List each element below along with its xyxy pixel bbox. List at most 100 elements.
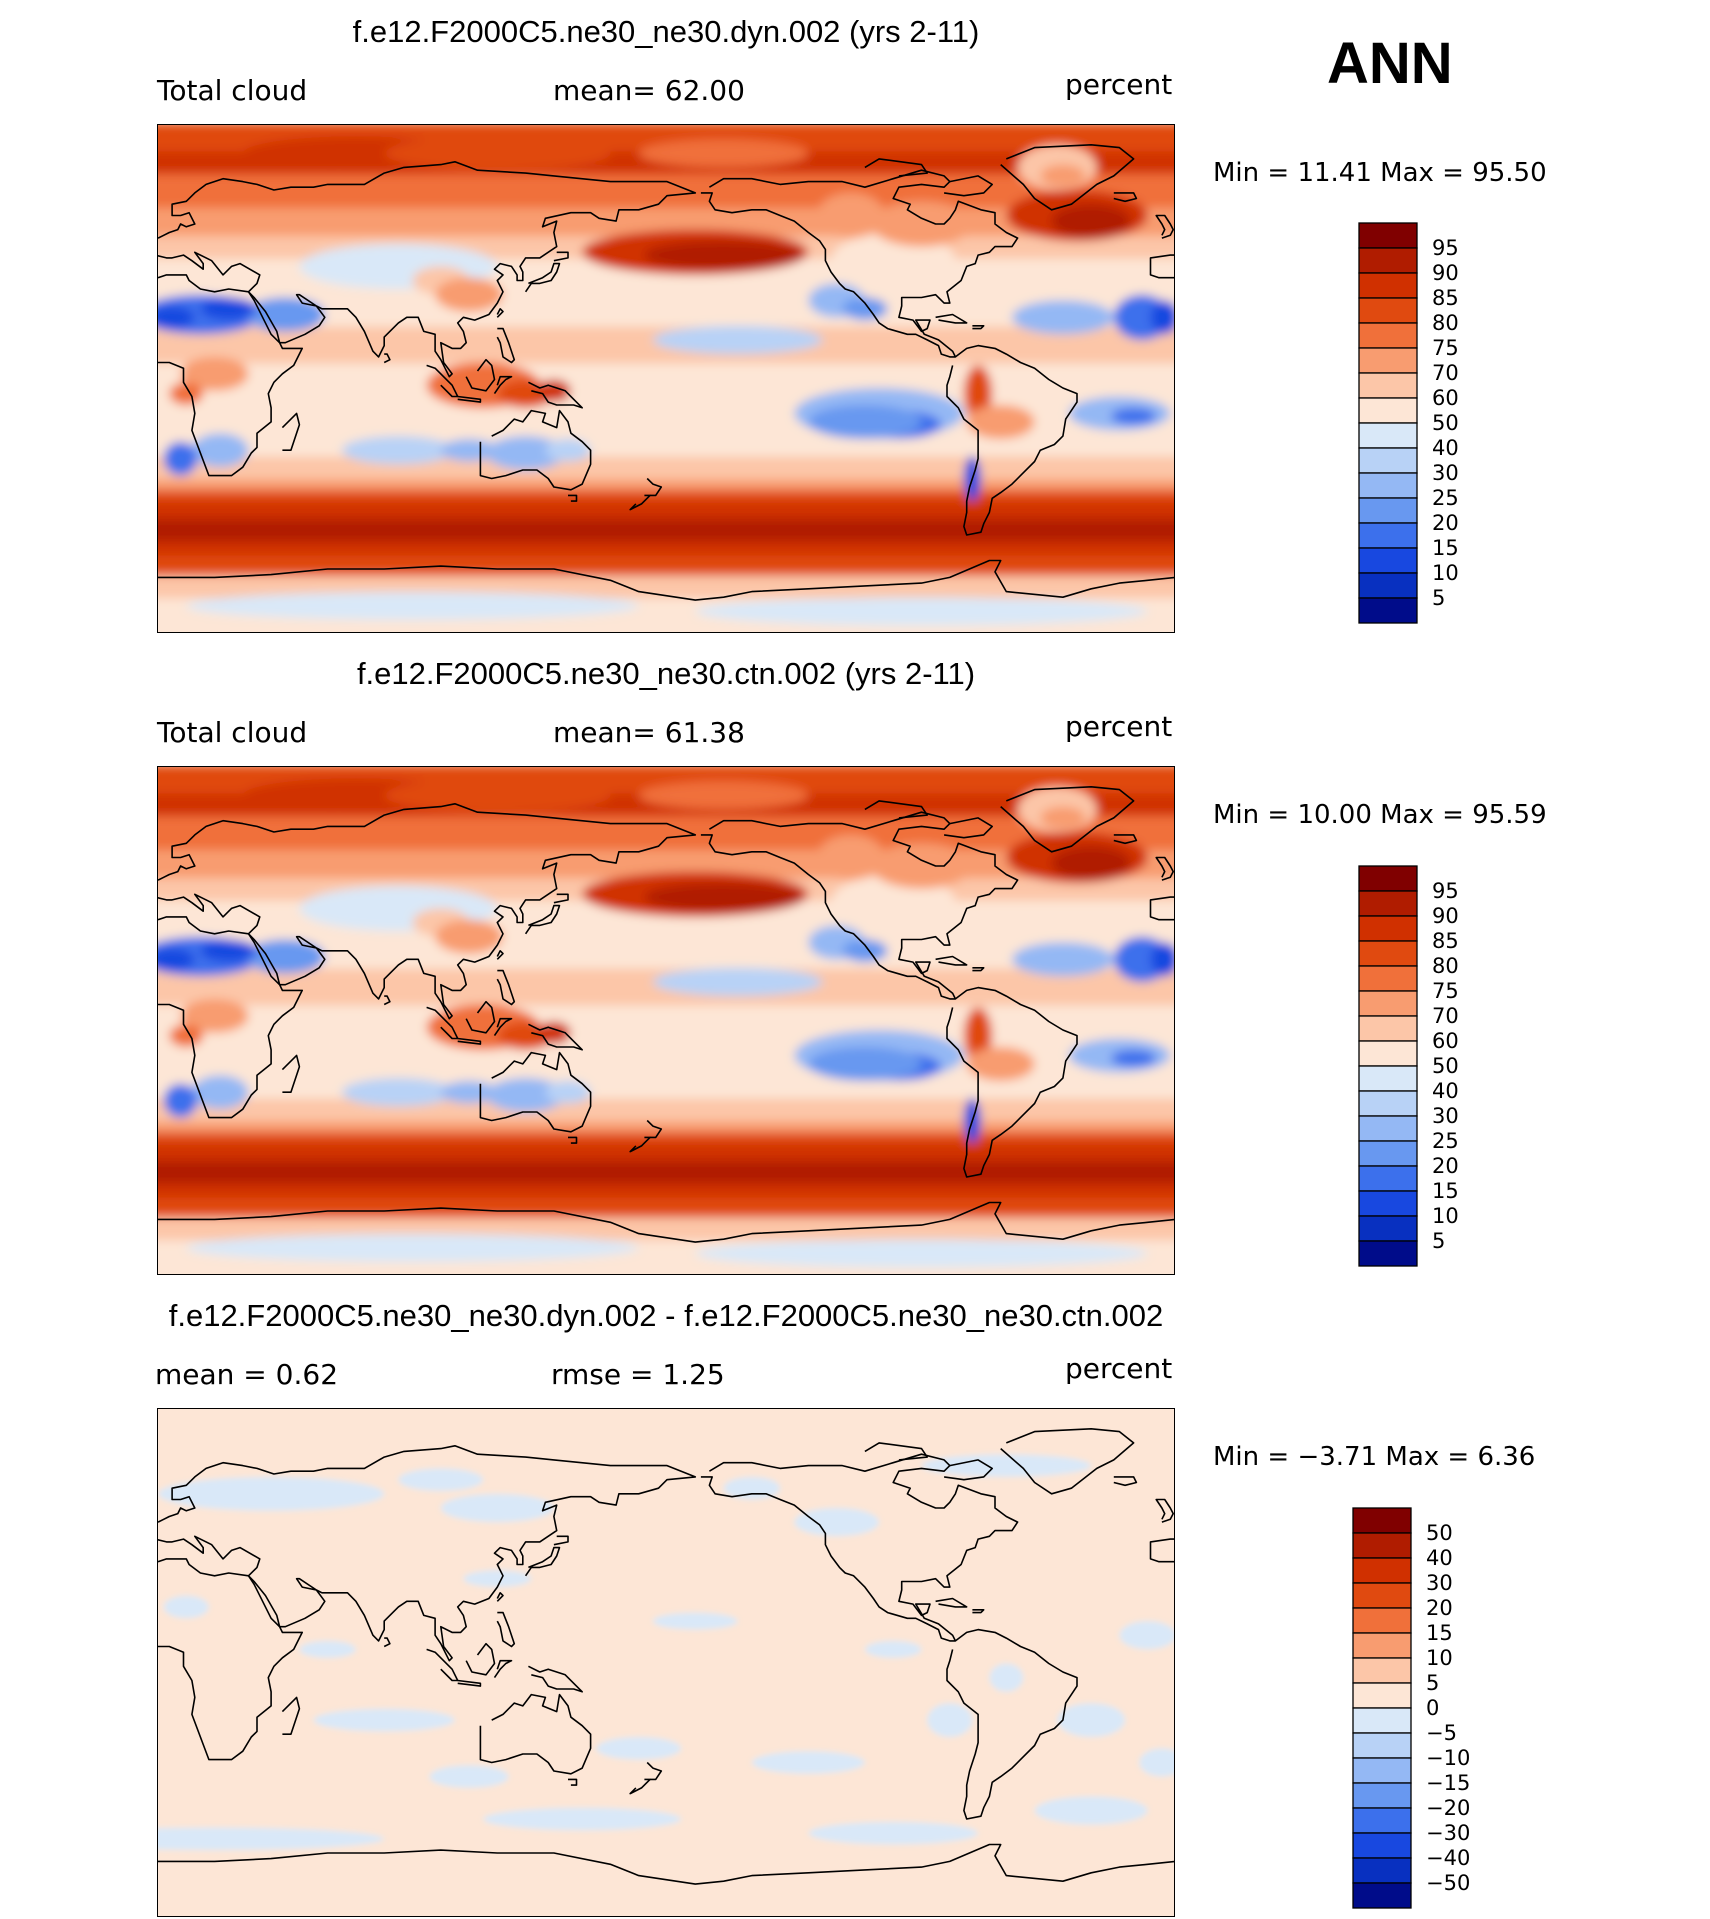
panel3-rmse-label: rmse = 1.25	[551, 1358, 725, 1391]
panel1-mean-label: mean= 62.00	[553, 74, 745, 107]
colorbar-swatch	[1352, 1557, 1412, 1584]
colorbar-tick-label: 10	[1432, 1204, 1459, 1228]
colorbar-tick-label: 80	[1432, 311, 1459, 335]
coastlines	[158, 785, 1174, 1243]
colorbar-swatch	[1352, 1532, 1412, 1559]
colorbar-swatch	[1358, 447, 1418, 474]
panel3-colorbar: 50 40 30 20 15 10 5 0 −5 −10 −15 −20 −30 −40 −50	[1352, 1507, 1470, 1914]
colorbar-tick-label: 50	[1432, 1054, 1459, 1078]
colorbar-swatch	[1358, 472, 1418, 499]
colorbar-swatch	[1358, 522, 1418, 549]
colorbar-tick-label: 5	[1432, 586, 1446, 610]
colorbar-swatch	[1358, 397, 1418, 424]
colorbar-swatch	[1358, 372, 1418, 399]
colorbar-swatches	[1358, 222, 1418, 624]
colorbar-swatch	[1352, 1507, 1412, 1534]
panel1-variable-label: Total cloud	[157, 74, 308, 107]
panel1-colorbar: 95 90 85 80 75 70 60 50 40 30 25 20 15 10 5	[1358, 222, 1459, 629]
colorbar-swatch	[1358, 1065, 1418, 1092]
colorbar-swatch	[1352, 1882, 1412, 1909]
panel3-title: f.e12.F2000C5.ne30_ne30.dyn.002 - f.e12.…	[168, 1298, 1164, 1333]
colorbar-tick-label: −50	[1426, 1871, 1471, 1895]
colorbar-swatch	[1358, 597, 1418, 624]
colorbar-tick-label: −40	[1426, 1846, 1471, 1870]
colorbar-tick-label: 75	[1432, 979, 1459, 1003]
coastlines	[158, 143, 1174, 601]
colorbar-swatch	[1352, 1857, 1412, 1884]
colorbar-tick-label: 40	[1426, 1546, 1453, 1570]
colorbar-tick-label: 20	[1426, 1596, 1453, 1620]
colorbar-tick-label: 25	[1432, 1129, 1459, 1153]
colorbar-swatch	[1358, 422, 1418, 449]
colorbar-swatch	[1358, 1240, 1418, 1267]
colorbar-tick-label: 15	[1432, 1179, 1459, 1203]
colorbar-tick-label: 60	[1432, 1029, 1459, 1053]
colorbar-swatch	[1358, 865, 1418, 892]
season-label: ANN	[1327, 31, 1453, 96]
colorbar-tick-label: 80	[1432, 954, 1459, 978]
colorbar-swatch	[1358, 297, 1418, 324]
panel3-mean-label: mean = 0.62	[155, 1358, 339, 1391]
colorbar-tick-label: 40	[1432, 1079, 1459, 1103]
colorbar-tick-label: −15	[1426, 1771, 1471, 1795]
panel2-title: f.e12.F2000C5.ne30_ne30.ctn.002 (yrs 2-1…	[356, 656, 976, 691]
colorbar-swatch	[1358, 990, 1418, 1017]
colorbar-tick-label: 5	[1432, 1229, 1446, 1253]
colorbar-tick-label: 40	[1432, 436, 1459, 460]
contour-field	[158, 767, 1174, 1274]
colorbar-tick-label: 30	[1432, 1104, 1459, 1128]
panel2-minmax: Min = 10.00 Max = 95.59	[1213, 800, 1547, 830]
colorbar-swatches	[1352, 1507, 1412, 1909]
map-canvas	[158, 125, 1174, 632]
panel2-colorbar: 95 90 85 80 75 70 60 50 40 30 25 20 15 10 5	[1358, 865, 1459, 1272]
colorbar-swatch	[1358, 572, 1418, 599]
colorbar-tick-label: 50	[1426, 1521, 1453, 1545]
colorbar-swatch	[1358, 247, 1418, 274]
colorbar-tick-label: 95	[1432, 236, 1459, 260]
colorbar-tick-label: −5	[1426, 1721, 1457, 1745]
colorbar-swatch	[1352, 1682, 1412, 1709]
colorbar-tick-label: 75	[1432, 336, 1459, 360]
colorbar-tick-label: 85	[1432, 286, 1459, 310]
colorbar-swatch	[1358, 547, 1418, 574]
contour-field	[158, 125, 1174, 632]
colorbar-tick-label: −30	[1426, 1821, 1471, 1845]
colorbar-swatch	[1352, 1632, 1412, 1659]
colorbar-swatch	[1358, 1115, 1418, 1142]
panel1-minmax: Min = 11.41 Max = 95.50	[1213, 158, 1547, 188]
colorbar-tick-label: 95	[1432, 879, 1459, 903]
panel2-mean-label: mean= 61.38	[553, 716, 745, 749]
panel1-map	[157, 124, 1175, 633]
colorbar-swatch	[1358, 272, 1418, 299]
colorbar-tick-label: −20	[1426, 1796, 1471, 1820]
panel3-minmax: Min = −3.71 Max = 6.36	[1213, 1442, 1536, 1472]
colorbar-tick-label: 70	[1432, 361, 1459, 385]
colorbar-tick-label: 15	[1432, 536, 1459, 560]
colorbar-tick-label: 70	[1432, 1004, 1459, 1028]
colorbar-swatch	[1352, 1582, 1412, 1609]
colorbar-tick-label: 85	[1432, 929, 1459, 953]
colorbar-swatch	[1358, 890, 1418, 917]
colorbar-swatch	[1358, 1165, 1418, 1192]
colorbar-swatch	[1352, 1757, 1412, 1784]
colorbar-swatch	[1358, 1015, 1418, 1042]
colorbar-tick-label: 30	[1426, 1571, 1453, 1595]
colorbar-tick-label: 90	[1432, 904, 1459, 928]
colorbar-swatch	[1358, 497, 1418, 524]
colorbar-tick-label: 30	[1432, 461, 1459, 485]
colorbar-tick-label: 15	[1426, 1621, 1453, 1645]
colorbar-swatch	[1352, 1607, 1412, 1634]
colorbar-swatch	[1358, 1040, 1418, 1067]
coastlines	[158, 1427, 1174, 1885]
panel2-variable-label: Total cloud	[157, 716, 308, 749]
colorbar-swatch	[1358, 1090, 1418, 1117]
colorbar-swatch	[1358, 940, 1418, 967]
colorbar-swatch	[1358, 915, 1418, 942]
colorbar-tick-label: 10	[1426, 1646, 1453, 1670]
colorbar-swatch	[1358, 322, 1418, 349]
panel1-units-label: percent	[1065, 68, 1173, 101]
colorbar-tick-label: 50	[1432, 411, 1459, 435]
colorbar-swatch	[1352, 1657, 1412, 1684]
colorbar-tick-label: 10	[1432, 561, 1459, 585]
colorbar-tick-label: −10	[1426, 1746, 1471, 1770]
